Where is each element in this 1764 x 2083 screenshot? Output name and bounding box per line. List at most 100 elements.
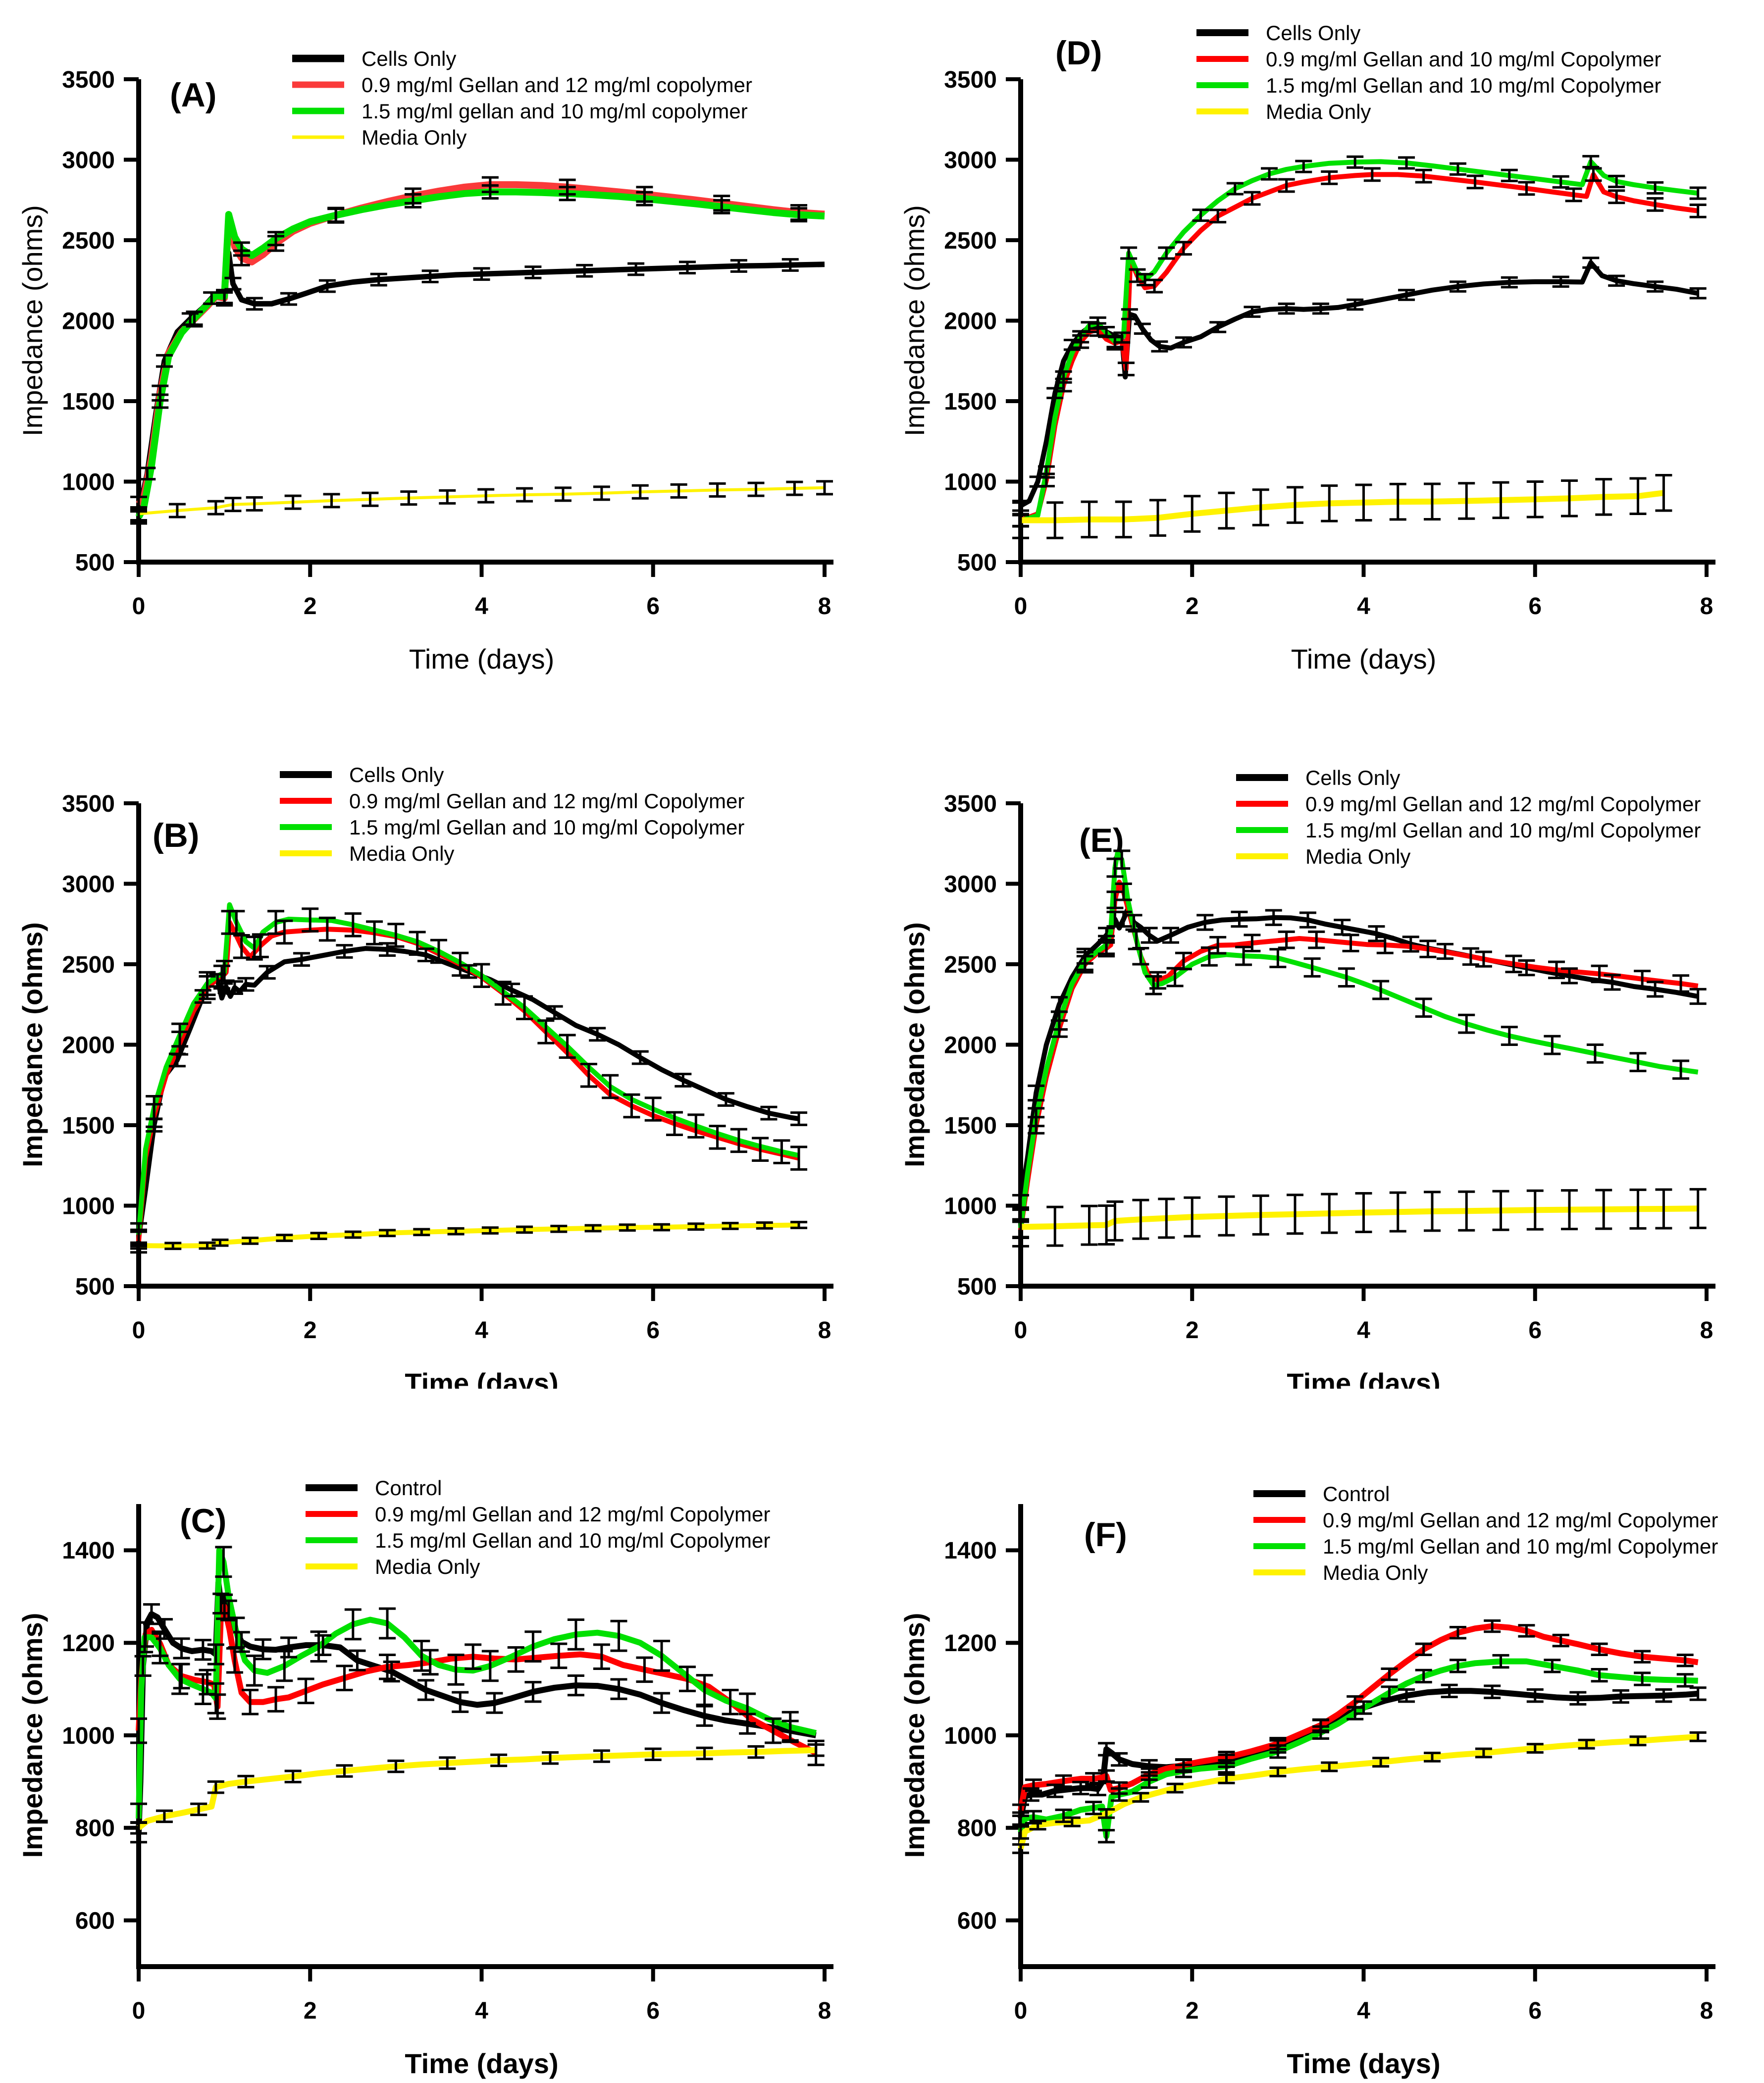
series-line-4: [138, 1222, 799, 1249]
tick-labels: 500 1000 1500 2000 2500 3000 3500 0 2 4 6 8: [62, 791, 831, 1344]
ticks: [1006, 801, 1709, 1301]
x-tick-label: 4: [475, 593, 488, 620]
y-tick-label: 2500: [944, 228, 997, 254]
x-axis-label: Time (days): [405, 2048, 558, 2079]
x-tick-label: 0: [1014, 593, 1028, 620]
error-bars: [1012, 849, 1707, 1248]
x-tick-label: 6: [1528, 1317, 1542, 1344]
panel-F: 600 800 1000 1200 1400 0 2 4 6 8 Time (days) Impeda…: [882, 1389, 1764, 2083]
y-tick-label: 2500: [62, 952, 115, 978]
series-line-1: [136, 250, 825, 516]
x-tick-label: 2: [304, 1317, 317, 1344]
y-tick-label: 500: [957, 1274, 997, 1300]
series-line-4: [1020, 1205, 1698, 1230]
y-tick-label: 2000: [62, 308, 115, 334]
legend: Cells Only 0.9 mg/ml Gellan and 10 mg/ml …: [1196, 21, 1661, 123]
legend-label: Media Only: [1266, 100, 1371, 123]
y-tick-label: 1000: [62, 1723, 115, 1749]
ticks: [1006, 1548, 1709, 1981]
x-tick-label: 2: [1186, 1998, 1199, 2024]
y-tick-label: 1500: [62, 1113, 115, 1139]
panel-B: 500 1000 1500 2000 2500 3000 3500 0 2 4 6 8 Time (da…: [0, 694, 882, 1389]
legend-label: Media Only: [1305, 845, 1410, 868]
y-tick-label: 3500: [944, 791, 997, 817]
chart-A-svg: 500 1000 1500 2000 2500 3000 3500 0 2 4 6 8 Time (da…: [17, 47, 833, 675]
y-tick-label: 1000: [944, 1723, 997, 1749]
x-tick-label: 6: [646, 1998, 660, 2024]
error-bars: [130, 907, 808, 1254]
y-tick-label: 1200: [62, 1630, 115, 1657]
x-tick-label: 2: [1186, 1317, 1199, 1344]
x-tick-label: 4: [475, 1998, 488, 2024]
error-bars: [1012, 155, 1707, 539]
y-axis-label: Impedance (ohms): [17, 922, 48, 1167]
series-line-3: [135, 188, 825, 519]
panel-A: 500 1000 1500 2000 2500 3000 3500 0 2 4 6 8 Time (da…: [0, 0, 882, 694]
y-axis-label: Impedance (ohms): [17, 1613, 48, 1858]
series-line-3: [136, 1547, 817, 1819]
panel-letter: (F): [1084, 1516, 1127, 1554]
tick-labels: 600 800 1000 1200 1400 0 2 4 6 8: [62, 1538, 831, 2024]
y-tick-label: 500: [75, 1274, 115, 1300]
legend: Cells Only 0.9 mg/ml Gellan and 12 mg/ml …: [1236, 766, 1701, 868]
legend-label: 0.9 mg/ml Gellan and 12 mg/ml Copolymer: [1323, 1509, 1718, 1532]
x-tick-label: 8: [1700, 1998, 1713, 2024]
tick-labels: 600 800 1000 1200 1400 0 2 4 6 8: [944, 1538, 1713, 2024]
legend-label: Media Only: [1323, 1561, 1428, 1584]
legend-label: 1.5 mg/ml Gellan and 10 mg/ml Copolymer: [1305, 819, 1701, 842]
y-tick-label: 1400: [62, 1538, 115, 1564]
series-line-4: [1018, 1733, 1699, 1850]
legend: Control 0.9 mg/ml Gellan and 12 mg/ml Cop…: [1253, 1482, 1718, 1584]
series-line-3: [1018, 850, 1699, 1229]
x-tick-label: 6: [646, 1317, 660, 1344]
legend-label: 0.9 mg/ml Gellan and 12 mg/ml copolymer: [362, 73, 752, 97]
legend-label: Control: [1323, 1482, 1390, 1506]
series-line-4: [138, 486, 825, 516]
y-tick-label: 2500: [62, 228, 115, 254]
y-tick-label: 1400: [944, 1538, 997, 1564]
y-tick-label: 3500: [62, 791, 115, 817]
tick-labels: 500 1000 1500 2000 2500 3000 3500 0 2 4 6 8: [944, 67, 1713, 620]
ticks: [124, 77, 827, 577]
legend-label: Media Only: [375, 1555, 480, 1578]
y-tick-label: 1200: [944, 1630, 997, 1657]
panel-E: 500 1000 1500 2000 2500 3000 3500 0 2 4 6 8 Time (da…: [882, 694, 1764, 1389]
legend-label: Cells Only: [1266, 21, 1360, 45]
x-tick-label: 6: [1528, 1998, 1542, 2024]
tick-labels: 500 1000 1500 2000 2500 3000 3500 0 2 4 6 8: [944, 791, 1713, 1344]
legend: Control 0.9 mg/ml Gellan and 12 mg/ml Cop…: [306, 1476, 770, 1578]
y-axis-label: Impedance (ohms): [899, 1613, 930, 1858]
y-tick-label: 1500: [944, 389, 997, 415]
y-tick-label: 600: [957, 1908, 997, 1934]
y-tick-label: 1500: [62, 389, 115, 415]
x-tick-label: 8: [818, 1317, 831, 1344]
y-tick-label: 500: [957, 550, 997, 576]
series-line-3: [1018, 1658, 1698, 1839]
legend-label: 0.9 mg/ml Gellan and 12 mg/ml Copolymer: [1305, 792, 1701, 816]
series-line-2: [136, 181, 825, 507]
legend-label: 0.9 mg/ml Gellan and 12 mg/ml Copolymer: [349, 789, 744, 813]
x-tick-label: 0: [132, 1317, 146, 1344]
legend-label: Cells Only: [362, 47, 456, 70]
x-tick-label: 0: [132, 1998, 146, 2024]
x-tick-label: 8: [818, 593, 831, 620]
legend-label: Cells Only: [1305, 766, 1400, 789]
series-line-4: [137, 1747, 816, 1830]
y-tick-label: 3000: [62, 871, 115, 897]
x-tick-label: 0: [132, 593, 146, 620]
y-axis-label: Impedance (ohms): [899, 205, 930, 436]
legend-label: 1.5 mg/ml Gellan and 10 mg/ml Copolymer: [1323, 1535, 1718, 1558]
x-tick-label: 6: [646, 593, 660, 620]
panel-letter: (A): [170, 76, 216, 114]
x-axis-label: Time (days): [1287, 2048, 1440, 2079]
y-tick-label: 1000: [62, 469, 115, 495]
series-line-4: [1021, 490, 1664, 523]
ticks: [1006, 77, 1709, 577]
y-axis-label: Impedance (ohms): [17, 205, 48, 436]
x-axis-label: Time (days): [1287, 1367, 1440, 1389]
legend-label: 1.5 mg/ml gellan and 10 mg/ml copolymer: [362, 100, 748, 123]
error-bars: [1012, 1619, 1707, 1854]
y-tick-label: 2500: [944, 952, 997, 978]
y-tick-label: 3000: [944, 871, 997, 897]
x-tick-label: 4: [475, 1317, 488, 1344]
